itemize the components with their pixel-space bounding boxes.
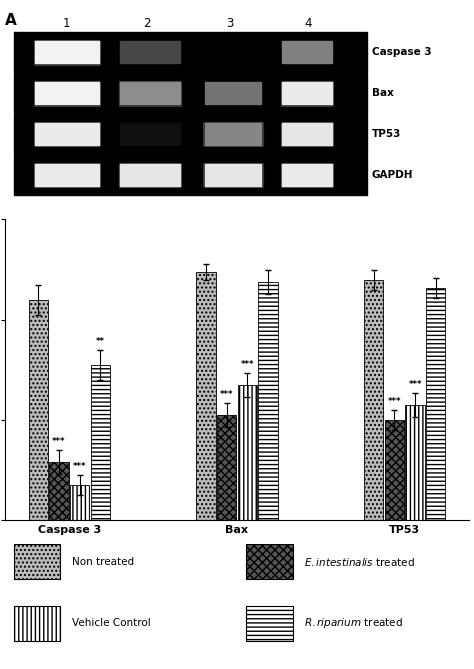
Bar [14, 74, 367, 112]
Text: TP53: TP53 [372, 129, 401, 139]
Bar [35, 41, 99, 63]
Bar [283, 41, 332, 63]
Bar [203, 163, 263, 187]
Text: ***: *** [220, 390, 233, 399]
Text: $\it{E. intestinalis}$ treated: $\it{E. intestinalis}$ treated [304, 556, 415, 568]
Bar [34, 163, 100, 187]
Bar [258, 282, 278, 520]
Bar [14, 114, 367, 154]
Bar [29, 300, 48, 520]
Bar [91, 365, 110, 520]
Bar [283, 165, 332, 185]
Text: 4: 4 [304, 17, 311, 30]
Bar [364, 280, 383, 520]
FancyBboxPatch shape [246, 605, 293, 641]
Text: Bax: Bax [372, 88, 393, 98]
Bar [205, 82, 261, 104]
Bar [118, 80, 182, 106]
FancyBboxPatch shape [14, 544, 61, 579]
Bar [120, 82, 180, 104]
Text: Vehicle Control: Vehicle Control [72, 618, 151, 628]
Bar [120, 123, 180, 145]
Bar [281, 163, 333, 187]
Text: ***: *** [388, 397, 401, 406]
Bar [217, 415, 236, 520]
Bar [205, 165, 261, 185]
Bar [35, 82, 99, 104]
Bar [35, 123, 99, 145]
Text: 2: 2 [143, 17, 150, 30]
Bar [196, 272, 216, 520]
Text: ***: *** [241, 360, 254, 369]
Bar [203, 122, 263, 147]
Text: 3: 3 [226, 17, 233, 30]
Text: ***: *** [408, 380, 422, 389]
Text: **: ** [96, 337, 105, 346]
Text: 1: 1 [63, 17, 70, 30]
Bar [238, 385, 257, 520]
Text: A: A [5, 13, 17, 28]
Bar [118, 163, 182, 187]
Bar [283, 82, 332, 104]
Bar [385, 419, 404, 520]
Text: Non treated: Non treated [72, 557, 134, 567]
Bar [281, 122, 333, 147]
Bar [49, 462, 69, 520]
Bar [14, 33, 367, 72]
Bar [120, 165, 180, 185]
Bar [34, 122, 100, 147]
Bar [281, 80, 333, 106]
Bar [70, 485, 89, 520]
Bar [35, 165, 99, 185]
Bar [283, 123, 332, 145]
Bar [34, 80, 100, 106]
Text: Caspase 3: Caspase 3 [372, 47, 431, 57]
Text: $\it{R. riparium}$ treated: $\it{R. riparium}$ treated [304, 616, 403, 630]
Bar [14, 155, 367, 195]
Bar [405, 405, 425, 520]
Bar [34, 39, 100, 64]
Bar [426, 288, 445, 520]
Text: ***: *** [73, 462, 86, 471]
Bar [120, 41, 180, 63]
FancyBboxPatch shape [246, 544, 293, 579]
FancyBboxPatch shape [14, 605, 61, 641]
Text: GAPDH: GAPDH [372, 170, 413, 180]
Bar [205, 123, 261, 145]
Text: ***: *** [52, 437, 66, 446]
